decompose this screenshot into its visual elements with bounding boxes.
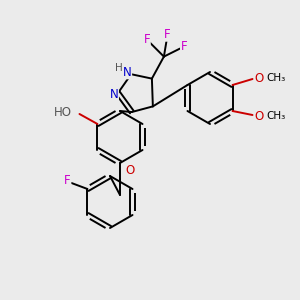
Text: F: F bbox=[164, 28, 170, 41]
Text: F: F bbox=[181, 40, 187, 53]
Text: HO: HO bbox=[53, 106, 71, 118]
Text: N: N bbox=[123, 66, 131, 79]
Text: O: O bbox=[125, 164, 134, 178]
Text: F: F bbox=[64, 175, 71, 188]
Text: F: F bbox=[144, 33, 150, 46]
Text: CH₃: CH₃ bbox=[266, 73, 286, 83]
Text: O: O bbox=[254, 110, 264, 122]
Text: H: H bbox=[115, 63, 123, 73]
Text: CH₃: CH₃ bbox=[266, 111, 286, 121]
Text: O: O bbox=[254, 71, 264, 85]
Text: N: N bbox=[110, 88, 118, 101]
